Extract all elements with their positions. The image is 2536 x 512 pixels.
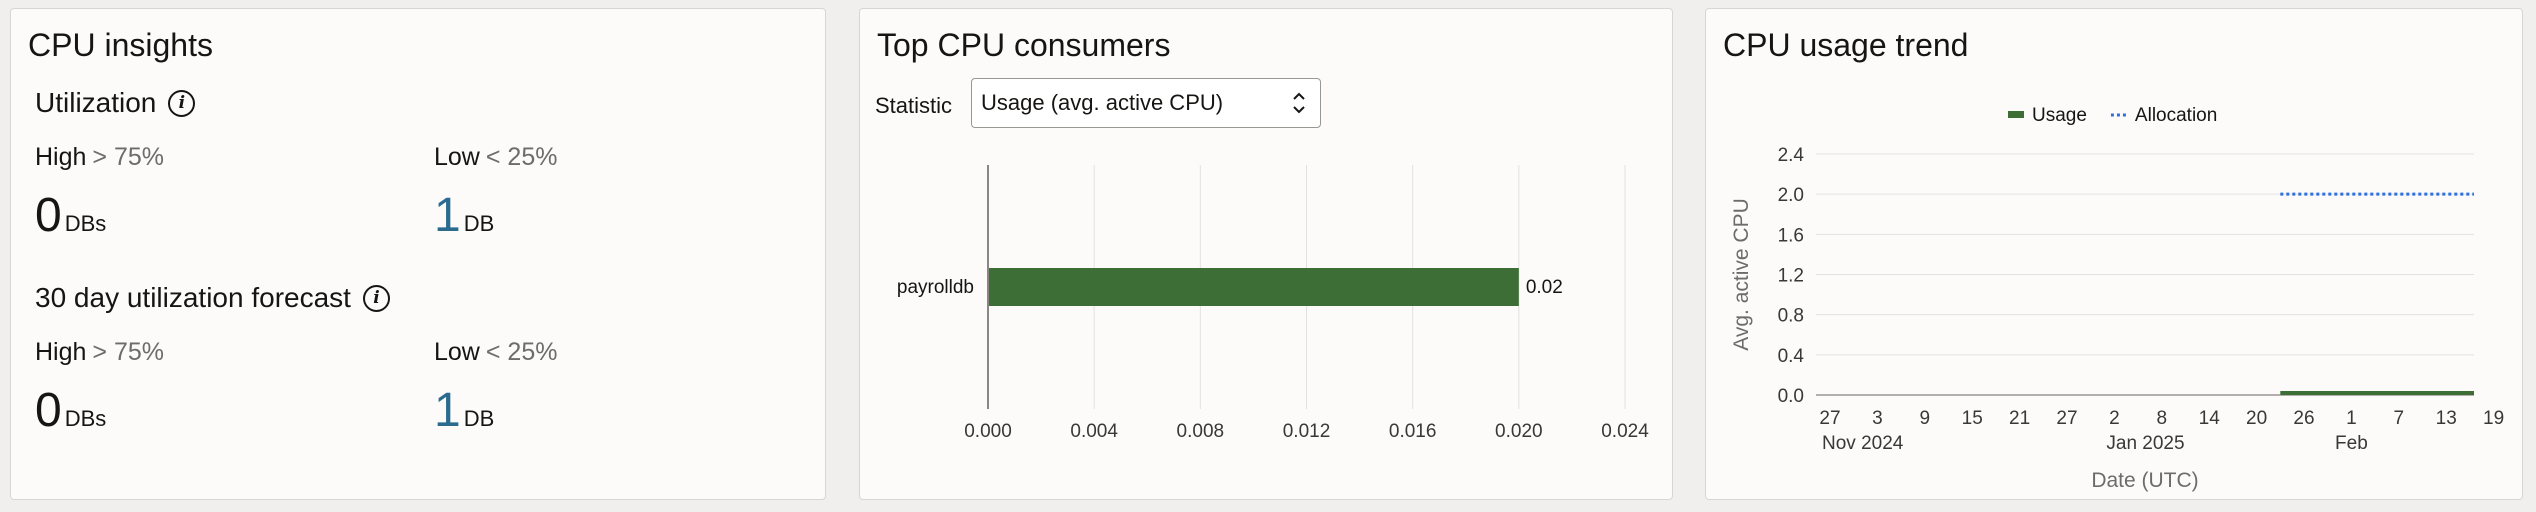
forecast-low-label: Low < 25% — [434, 338, 557, 367]
top-cpu-consumers-panel: Top CPU consumers Statistic Usage (avg. … — [859, 8, 1673, 500]
high-count: 0 — [35, 189, 62, 242]
top-consumers-bar-chart: 0.000 0.004 0.008 0.012 0.016 0.020 0.024 payro… — [897, 165, 1649, 442]
high-threshold: > 75% — [92, 143, 165, 171]
forecast-title: 30 day utilization forecast — [35, 282, 351, 313]
x-tick-label: 26 — [2293, 408, 2314, 429]
cpu-insights-panel: CPU insights Utilization i High > 75% 0 DB… — [10, 8, 826, 500]
high-label: High — [35, 338, 87, 366]
chevron-up-down-icon — [1293, 92, 1305, 114]
x-tick-label: 0.024 — [1601, 421, 1649, 442]
x-tick-label: 3 — [1872, 408, 1883, 429]
y-tick-label: 0.8 — [1778, 306, 1804, 327]
forecast-section-title: 30 day utilization forecast i — [35, 282, 390, 314]
panel-title: Top CPU consumers — [877, 27, 1171, 63]
utilization-low-label: Low < 25% — [434, 143, 557, 172]
x-tick-label: 0.008 — [1177, 421, 1225, 442]
low-count[interactable]: 1 — [434, 384, 461, 437]
y-tick-label: 2.4 — [1778, 145, 1805, 166]
y-tick-label: 1.6 — [1778, 225, 1804, 246]
x-tick-label: 27 — [1819, 408, 1840, 429]
high-count: 0 — [35, 384, 62, 437]
cpu-usage-trend-panel: CPU usage trend Usage Allocation 0.0 0.4 0.8… — [1705, 8, 2523, 500]
low-unit: DB — [463, 406, 495, 431]
cpu-usage-trend-chart: Usage Allocation 0.0 0.4 0.8 1.2 1.6 2.0 2.4 Avg.… — [1730, 105, 2504, 492]
x-tick-label: 0.016 — [1389, 421, 1437, 442]
usage-series-area[interactable] — [2280, 391, 2474, 395]
y-tick-label: 1.2 — [1778, 266, 1804, 287]
data-label: 0.02 — [1526, 277, 1563, 298]
x-tick-label: 0.000 — [964, 421, 1012, 442]
low-threshold: < 25% — [485, 143, 558, 171]
forecast-low-count: 1 DB — [434, 387, 494, 435]
y-axis-label: Avg. active CPU — [1730, 198, 1753, 351]
panel-title: CPU usage trend — [1723, 27, 1969, 63]
high-unit: DBs — [64, 406, 107, 431]
x-tick-month-label: Feb — [2335, 433, 2368, 454]
utilization-high-label: High > 75% — [35, 143, 164, 172]
y-tick-label: 0.0 — [1778, 386, 1804, 407]
low-label: Low — [434, 143, 480, 171]
high-threshold: > 75% — [92, 338, 165, 366]
info-icon[interactable]: i — [362, 284, 390, 312]
x-tick-label: 9 — [1920, 408, 1931, 429]
utilization-low-count: 1 DB — [434, 192, 494, 240]
forecast-high-label: High > 75% — [35, 338, 164, 367]
x-tick-label: 20 — [2246, 408, 2267, 429]
x-tick-label: 8 — [2157, 408, 2168, 429]
low-unit: DB — [463, 211, 495, 236]
legend-label: Usage — [2032, 105, 2087, 126]
x-tick-label: 1 — [2346, 408, 2357, 429]
x-tick-label: 2 — [2109, 408, 2120, 429]
utilization-title: Utilization — [35, 87, 157, 118]
low-count[interactable]: 1 — [434, 189, 461, 242]
high-unit: DBs — [64, 211, 107, 236]
panel-title: CPU insights — [28, 27, 213, 63]
x-axis-label: Date (UTC) — [2091, 469, 2198, 492]
x-tick-month-label: Jan 2025 — [2106, 433, 2184, 454]
x-tick-label: 7 — [2394, 408, 2405, 429]
info-icon[interactable]: i — [168, 89, 196, 117]
x-tick-month-label: Nov 2024 — [1822, 433, 1904, 454]
legend-label: Allocation — [2135, 105, 2217, 126]
statistic-select[interactable]: Usage (avg. active CPU) — [971, 78, 1321, 128]
statistic-label: Statistic — [875, 93, 953, 118]
x-tick-label: 13 — [2436, 408, 2457, 429]
x-tick-label: 15 — [1962, 408, 1983, 429]
high-label: High — [35, 143, 87, 171]
y-tick-label: 0.4 — [1778, 346, 1805, 367]
x-tick-label: 0.012 — [1283, 421, 1331, 442]
x-tick-label: 27 — [2056, 408, 2077, 429]
forecast-high-count: 0 DBs — [35, 387, 106, 435]
legend-marker — [2008, 111, 2024, 118]
bar[interactable] — [989, 268, 1519, 306]
utilization-section-title: Utilization i — [35, 87, 196, 119]
y-tick-label: 2.0 — [1778, 185, 1804, 206]
category-label: payrolldb — [897, 277, 974, 298]
x-tick-label: 21 — [2009, 408, 2030, 429]
x-tick-label: 19 — [2483, 408, 2504, 429]
utilization-high-count: 0 DBs — [35, 192, 106, 240]
low-threshold: < 25% — [485, 338, 558, 366]
x-tick-label: 14 — [2199, 408, 2221, 429]
x-tick-label: 0.004 — [1070, 421, 1118, 442]
statistic-select-value: Usage (avg. active CPU) — [981, 90, 1224, 115]
low-label: Low — [434, 338, 480, 366]
x-tick-label: 0.020 — [1495, 421, 1543, 442]
